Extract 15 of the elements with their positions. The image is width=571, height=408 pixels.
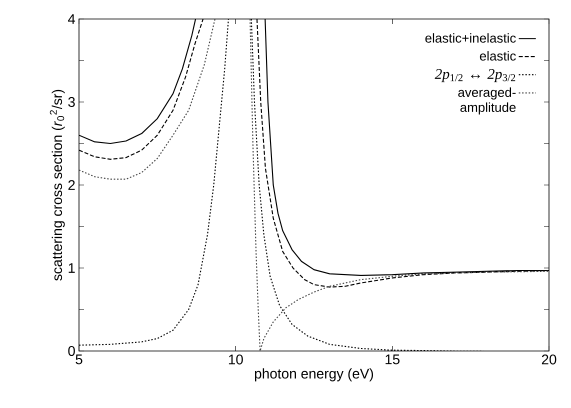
y-tick-label: 3: [68, 97, 75, 107]
x-tick-label: 20: [542, 354, 556, 364]
y-tick-label: 1: [68, 263, 75, 273]
x-tick-label: 5: [76, 354, 82, 364]
y-axis-title: scattering cross section (r$_{0}$$^{2}$/sr): [50, 90, 65, 281]
legend-label: 2p$_{1/2}$ ↔ 2p$_{3/2}$: [434, 69, 516, 82]
x-axis-title: photon energy (eV): [254, 368, 374, 382]
legend-label: averaged-amplitude: [458, 87, 516, 115]
y-tick-label: 4: [68, 14, 76, 24]
y-tick-label: 0: [68, 346, 75, 356]
x-tick-label: 15: [386, 354, 400, 364]
x-tick-label: 10: [228, 354, 243, 364]
legend-label: elastic+inelastic: [425, 33, 516, 43]
y-tick-label: 2: [68, 180, 75, 190]
legend-label: elastic: [480, 51, 516, 61]
